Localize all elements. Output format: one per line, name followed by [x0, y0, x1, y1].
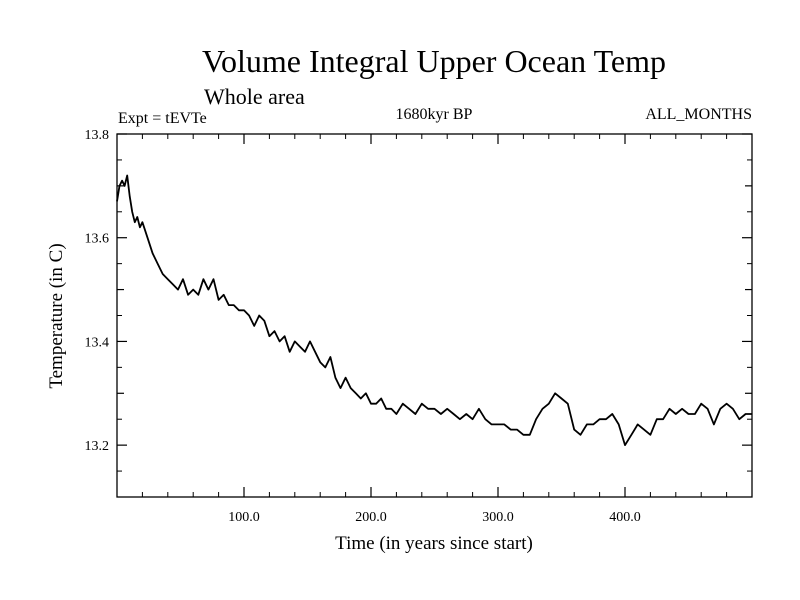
annotation-left: Expt = tEVTe: [118, 110, 207, 127]
chart-title: Volume Integral Upper Ocean Temp: [202, 43, 666, 79]
y-tick-label: 13.8: [85, 128, 110, 143]
plot-frame: [116, 133, 753, 498]
annotation-center: 1680kyr BP: [396, 106, 473, 123]
y-tick-label: 13.2: [85, 439, 110, 454]
annotation-right: ALL_MONTHS: [645, 106, 752, 123]
series-line: [116, 174, 752, 447]
x-tick-label: 400.0: [609, 510, 641, 525]
axis-ticks: 100.0 200.0 300.0 400.0 13.2 13.4 13.6 13.8: [85, 128, 752, 525]
y-tick-label: 13.4: [85, 335, 110, 350]
x-tick-label: 300.0: [482, 510, 514, 525]
x-tick-label: 200.0: [355, 510, 387, 525]
y-axis-label: Temperature (in C): [46, 243, 67, 388]
chart-subtitle: Whole area: [204, 84, 305, 109]
x-axis-label: Time (in years since start): [335, 533, 533, 554]
y-tick-label: 13.6: [85, 232, 110, 247]
x-tick-label: 100.0: [228, 510, 260, 525]
series-group: [116, 174, 752, 447]
